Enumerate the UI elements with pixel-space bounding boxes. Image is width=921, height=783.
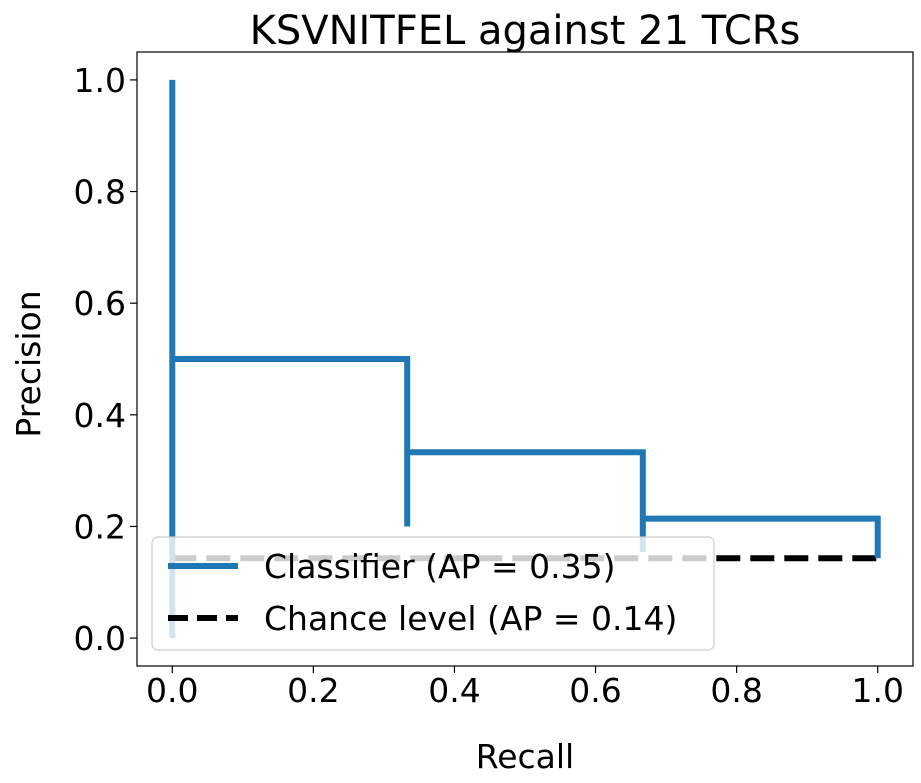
x-tick-label: 0.0 [146,671,198,710]
y-tick-label: 0.4 [74,396,126,435]
legend-box [151,536,715,651]
legend-label-chance-level: Chance level (AP = 0.14) [264,599,677,638]
plot-frame [136,51,914,667]
legend: Classifier (AP = 0.35) Chance level (AP … [151,536,715,651]
x-tick-label: 0.6 [569,671,621,710]
x-tick-label: 0.2 [287,671,339,710]
chart-title: KSVNITFEL against 21 TCRs [250,8,801,54]
y-axis-label: Precision [9,290,48,437]
y-tick-label: 0.8 [74,173,126,212]
legend-label-classifier: Classifier (AP = 0.35) [264,547,615,586]
x-tick-label: 0.4 [428,671,480,710]
y-tick-label: 0.2 [74,507,126,546]
axis-ticks: 0.0 0.2 0.4 0.6 0.8 1.0 0.0 0.2 0.4 0.6 0.8 1.0 [74,61,904,710]
x-axis-label: Recall [476,737,574,776]
y-tick-label: 0.6 [74,284,126,323]
y-tick-label: 1.0 [74,61,126,100]
x-tick-label: 1.0 [851,671,903,710]
x-tick-label: 0.8 [710,671,762,710]
y-tick-label: 0.0 [74,619,126,658]
